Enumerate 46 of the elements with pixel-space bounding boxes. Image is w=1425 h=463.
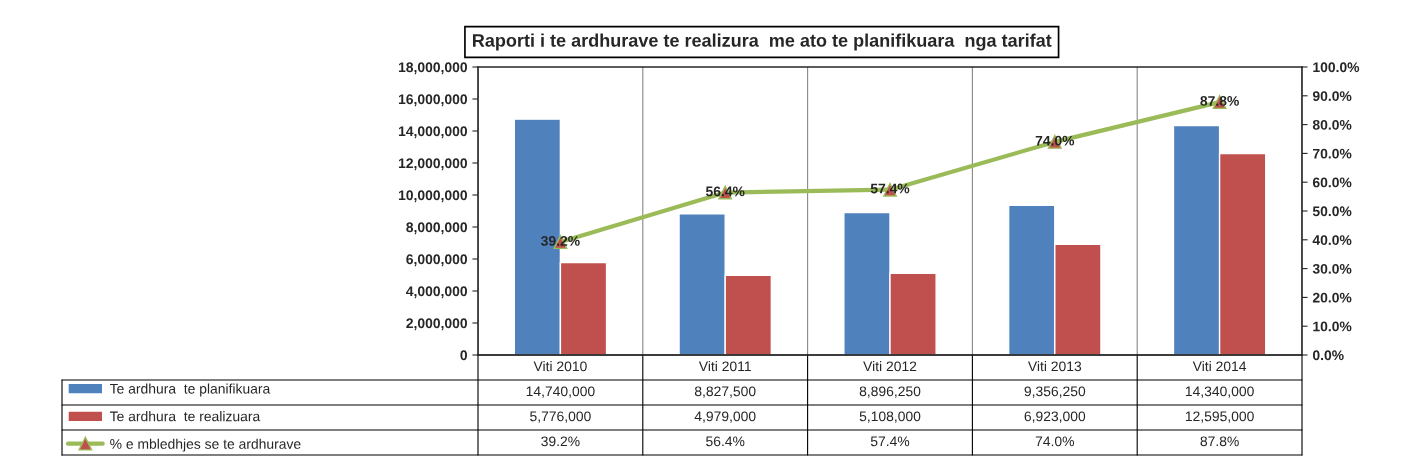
x-tick-label: Viti 2010 [533,361,587,372]
x-tick-label: Viti 2012 [863,361,917,372]
y2-tick-label: 40.0% [1312,235,1352,245]
chart-title: Raporti i te ardhurave te realizura me ato te planifikuara nga tarifat [473,33,1052,51]
y2-tick-label: 20.0% [1312,292,1352,303]
data-label: 57.4% [870,436,910,447]
data-label: 87.8% [1200,436,1239,447]
y2-tick-label: 50.0% [1312,206,1352,217]
legend-label: Te ardhura te planifikuara [109,383,271,397]
y2-tick-label: 0.0% [1312,350,1344,361]
data-label: 6,923,000 [1024,411,1086,423]
y-tick-label: 14,000,000 [398,126,468,139]
data-label: 4,979,000 [694,411,756,423]
y-tick-label: 18,000,000 [398,62,468,75]
data-label: 14,740,000 [526,386,595,398]
y2-tick-label: 30.0% [1312,263,1352,274]
x-tick-label: Viti 2011 [698,361,751,372]
y2-tick-label: 90.0% [1312,91,1352,101]
data-label: 5,776,000 [530,411,591,423]
y-tick-label: 4,000,000 [406,286,468,299]
data-label: 8,827,500 [694,386,756,398]
x-tick-label: Viti 2013 [1027,361,1082,372]
y2-tick-label: 10.0% [1313,321,1352,332]
data-label: 56.4% [706,436,745,447]
y-tick-label: 0 [460,350,468,361]
data-label: 8,896,250 [859,386,921,398]
x-tick-label: Viti 2014 [1192,361,1247,372]
y2-tick-label: 100.0% [1313,62,1360,73]
y-tick-label: 2,000,000 [406,318,468,331]
data-label: 9,356,250 [1024,386,1086,398]
data-label: 12,595,000 [1185,411,1254,423]
legend-label: % e mbledhjes se te ardhurave [110,438,301,452]
legend-label: Te ardhura te realizuara [109,411,261,422]
y-tick-label: 8,000,000 [406,222,468,235]
y-tick-label: 10,000,000 [398,190,468,203]
y2-tick-label: 80.0% [1312,119,1352,130]
data-label: 39.2% [541,436,580,447]
y2-tick-label: 70.0% [1313,148,1352,159]
data-label: 74.0% [1035,436,1074,447]
y2-tick-label: 60.0% [1312,177,1352,188]
text: 39.2% [541,236,580,246]
y-tick-label: 6,000,000 [406,254,468,267]
data-label: 14,340,000 [1185,386,1254,398]
data-label: 5,108,000 [859,411,921,423]
y-tick-label: 16,000,000 [398,94,468,107]
y-tick-label: 12,000,000 [398,158,468,171]
